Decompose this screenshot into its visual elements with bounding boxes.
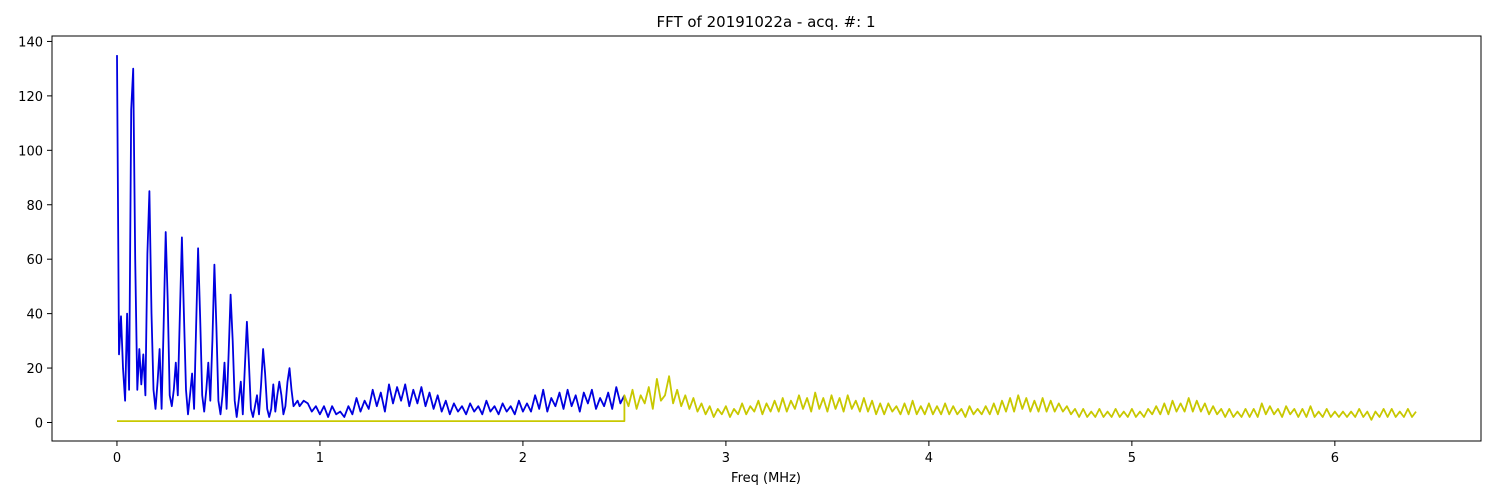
y-tick-label: 120 bbox=[18, 90, 43, 105]
y-tick-label: 140 bbox=[18, 35, 43, 50]
y-tick-label: 100 bbox=[18, 144, 43, 159]
y-tick-label: 0 bbox=[35, 416, 43, 431]
x-axis-label: Freq (MHz) bbox=[731, 471, 801, 486]
x-tick-label: 6 bbox=[1331, 451, 1339, 466]
x-tick-label: 1 bbox=[316, 451, 324, 466]
x-tick-label: 3 bbox=[722, 451, 730, 466]
y-tick-label: 80 bbox=[26, 199, 43, 214]
series-line-1 bbox=[116, 55, 626, 418]
series-line-2 bbox=[117, 375, 1417, 423]
y-tick-label: 20 bbox=[26, 362, 43, 377]
x-tick-label: 4 bbox=[925, 451, 933, 466]
x-tick-label: 5 bbox=[1128, 451, 1136, 466]
x-tick-label: 2 bbox=[519, 451, 527, 466]
axes-frame bbox=[51, 35, 1482, 442]
x-tick-label: 0 bbox=[113, 451, 121, 466]
y-tick-label: 60 bbox=[26, 253, 43, 268]
y-tick-label: 40 bbox=[26, 308, 43, 323]
chart-title: FFT of 20191022a - acq. #: 1 bbox=[656, 13, 875, 31]
x-axis: 0 1 2 3 4 5 6 bbox=[113, 441, 1339, 466]
plot-area bbox=[116, 55, 1417, 423]
y-axis: 0 20 40 60 80 100 120 140 bbox=[18, 35, 52, 431]
